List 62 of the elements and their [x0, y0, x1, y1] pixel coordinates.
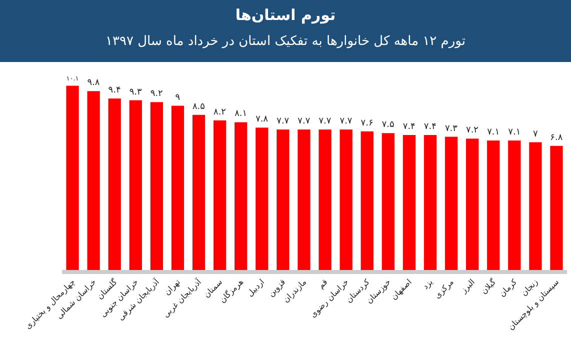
data-label: ۷.۵ — [382, 120, 394, 130]
x-tick-label: زنجان — [519, 277, 540, 298]
data-label: ۸.۱ — [234, 109, 248, 120]
x-tick-label: گیلان — [478, 276, 498, 296]
data-label: ۹ — [175, 92, 180, 103]
data-label: ۷.۱ — [508, 127, 521, 138]
bar — [340, 129, 352, 270]
x-tick-label: گلستان — [94, 276, 119, 302]
bar — [444, 136, 458, 270]
bar — [318, 129, 332, 270]
x-tick-label: مرکزی — [432, 277, 456, 300]
data-label: ۸.۲ — [214, 107, 226, 118]
bar — [508, 140, 521, 270]
bar — [466, 138, 479, 270]
data-label: ۷.۶ — [360, 118, 374, 128]
bar — [360, 131, 374, 270]
bar — [192, 114, 206, 270]
bar — [550, 146, 563, 270]
x-tick-label: قزوین — [266, 277, 288, 298]
x-tick-label: سمنان — [202, 277, 224, 300]
data-label: ۷ — [532, 129, 538, 140]
x-tick-label: تهران — [162, 277, 182, 297]
bar — [298, 129, 310, 270]
x-tick-label: البرز — [458, 277, 477, 296]
data-label: ۷.۷ — [298, 116, 310, 127]
data-label: ۷.۷ — [318, 116, 332, 127]
data-label: ۷.۴ — [424, 122, 437, 132]
data-label: ۶.۸ — [550, 132, 563, 143]
data-label: ۹.۴ — [108, 85, 121, 96]
bar — [487, 140, 500, 270]
bar — [276, 129, 290, 270]
x-tick-label: قم — [316, 277, 330, 290]
data-label: ۷.۲ — [466, 126, 479, 136]
data-label: ۹.۲ — [150, 89, 164, 100]
bar — [424, 134, 437, 270]
chart-title: تورم استان‌ها — [234, 5, 337, 26]
x-tick-label: یزد — [420, 277, 434, 292]
bar — [66, 86, 79, 270]
x-tick-label: کرمان — [498, 277, 519, 299]
bar — [129, 100, 142, 270]
data-label: ۹.۸ — [87, 78, 100, 88]
bar — [171, 106, 184, 270]
data-label: ۷.۳ — [444, 124, 458, 134]
bar — [150, 102, 163, 270]
bar — [256, 128, 268, 270]
bar — [214, 120, 226, 270]
data-label: ۸.۵ — [192, 102, 206, 112]
bar — [87, 91, 100, 270]
x-tick-label: اردبیل — [245, 277, 266, 298]
bar — [108, 98, 121, 270]
data-label: ۷.۱ — [487, 127, 500, 138]
chart-subtitle: تورم ۱۲ ماهه کل خانوارها به تفکیک استان در خرداد ماه سال ۱۳۹۷ — [104, 33, 466, 49]
bar — [382, 133, 394, 270]
bar — [402, 134, 416, 270]
data-label: ۷.۷ — [276, 116, 290, 127]
data-label: ۹.۳ — [129, 87, 142, 98]
bar — [234, 122, 248, 270]
data-label: ۷.۸ — [256, 114, 268, 125]
data-label: ۷.۷ — [340, 116, 352, 127]
data-label: ۷.۴ — [402, 122, 416, 132]
bar — [529, 142, 542, 270]
x-tick-label: اصفهان — [389, 277, 414, 302]
